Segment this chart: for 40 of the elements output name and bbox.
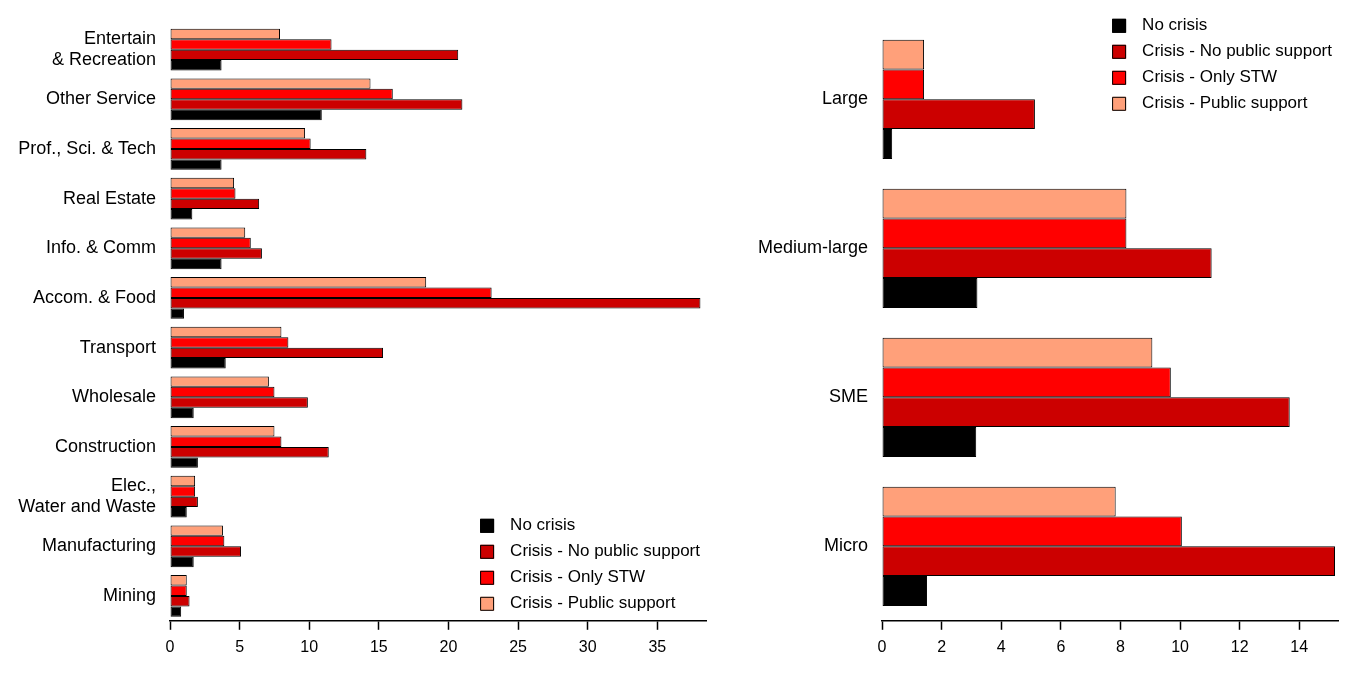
x-tick-label: 6 [1056, 637, 1066, 655]
y-tick-label: Mining [103, 584, 157, 605]
y-tick-label: Micro [824, 535, 869, 556]
legend-label: No crisis [510, 515, 576, 535]
y-tick-label: Other Service [46, 88, 157, 109]
y-tick-label: Medium-large [757, 237, 869, 258]
legend-label: Crisis - Public support [1142, 93, 1308, 113]
y-tick-label: Elec., Water and Waste [18, 474, 157, 517]
legend-label: Crisis - Only STW [1142, 67, 1278, 87]
y-tick-label: Wholesale [72, 386, 157, 407]
y-tick-label: Prof., Sci. & Tech [18, 137, 157, 158]
y-tick-label: SME [829, 386, 869, 407]
x-tick-label: 10 [1171, 637, 1190, 655]
legend-label: Crisis - No public support [1142, 41, 1333, 61]
x-tick-label: 14 [1290, 637, 1309, 655]
x-tick-label: 35 [648, 637, 667, 655]
y-tick-label: Entertain & Recreation [51, 27, 157, 70]
x-tick-label: 2 [937, 637, 947, 655]
y-tick-label: Real Estate [62, 187, 157, 208]
x-tick-label: 0 [165, 637, 175, 655]
y-tick-label: Manufacturing [41, 535, 157, 556]
x-tick-label: 25 [509, 637, 528, 655]
legend-label: No crisis [1142, 15, 1208, 35]
x-tick-label: 8 [1116, 637, 1125, 655]
x-tick-label: 15 [369, 637, 388, 655]
x-tick-label: 30 [578, 637, 597, 655]
x-tick-label: 10 [300, 637, 319, 655]
y-tick-label: Construction [54, 435, 157, 456]
x-tick-label: 20 [439, 637, 458, 655]
legend-label: Crisis - No public support [510, 541, 701, 561]
y-tick-label: Large [821, 88, 869, 109]
legend-label: Crisis - Only STW [510, 567, 646, 587]
x-tick-label: 4 [996, 637, 1006, 655]
x-tick-label: 12 [1230, 637, 1249, 655]
y-tick-label: Accom. & Food [33, 286, 157, 307]
x-tick-label: 5 [235, 637, 245, 655]
x-tick-label: 0 [877, 637, 887, 655]
y-tick-label: Transport [79, 336, 157, 357]
legend-label: Crisis - Public support [510, 593, 676, 613]
y-tick-label: Info. & Comm [46, 237, 157, 258]
